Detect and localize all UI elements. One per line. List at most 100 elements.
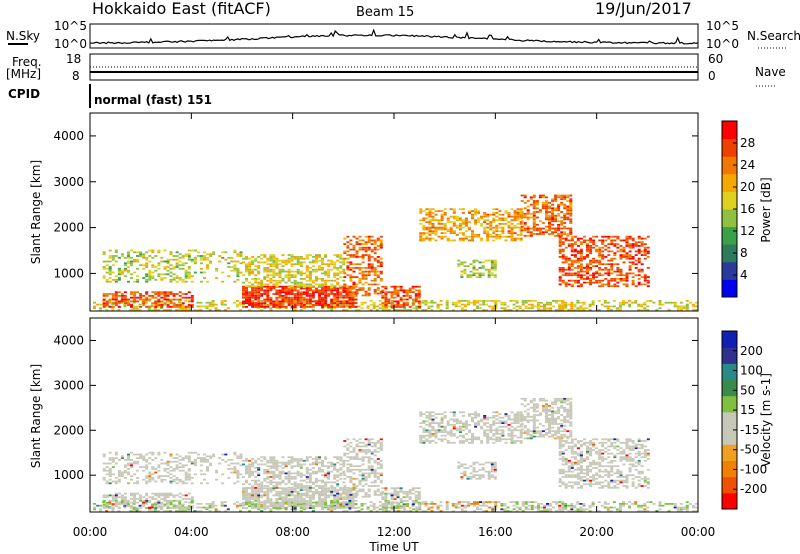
velocity-cell [111,457,115,459]
power-cell [379,243,383,245]
velocity-cell [296,505,300,508]
power-cell [532,229,536,232]
power-cell [592,259,596,262]
power-cell [348,302,352,305]
power-cell [142,298,146,301]
power-cell [492,232,496,234]
velocity-cell [342,496,346,499]
velocity-cell [305,499,309,502]
velocity-cell [236,457,240,459]
power-cell [471,215,474,218]
power-cell [419,235,423,238]
power-cell [628,246,632,249]
velocity-cell [379,447,383,450]
power-cell [348,304,352,306]
velocity-cell [160,475,164,477]
power-cell [266,279,270,282]
power-cell [275,300,279,303]
velocity-cell [333,463,337,466]
velocity-cell [349,465,353,468]
power-cell [166,300,169,302]
power-cell [533,305,537,308]
velocity-cell [163,468,167,470]
velocity-cell [527,508,531,511]
velocity-cell [299,499,303,502]
power-cell [428,212,432,214]
power-cell [434,239,438,242]
velocity-cell [257,494,261,497]
power-cell [172,306,176,308]
velocity-cell [299,483,303,486]
power-cell [601,268,605,271]
velocity-cell [248,498,252,500]
power-cell [532,225,536,228]
power-cell [436,305,440,308]
power-cell [367,294,371,297]
power-cell [622,278,626,280]
power-cell [529,196,533,199]
power-cell [358,235,362,238]
velocity-cell [203,453,206,456]
power-cell [127,266,130,268]
velocity-cell [181,498,185,500]
power-cell [242,257,245,260]
power-cell [355,263,359,266]
velocity-cell [257,490,261,493]
power-cell [558,305,562,308]
power-cell [569,227,573,230]
velocity-cell [230,468,234,470]
velocity-cell [579,506,583,509]
power-cell [339,295,343,297]
velocity-cell [333,501,337,503]
power-cell [308,298,312,301]
velocity-cell [133,492,137,495]
power-cell [181,296,185,299]
power-cell [440,237,444,240]
power-cell [348,307,352,310]
power-cell [554,218,558,221]
velocity-cell [178,478,182,481]
velocity-cell [667,510,671,512]
power-cell [529,198,533,201]
velocity-cell [272,467,276,469]
velocity-cell [373,485,377,487]
power-cell [367,265,371,267]
power-cell [607,274,611,277]
power-cell [390,304,394,306]
power-cell [230,256,234,259]
power-cell [142,253,146,256]
power-cell [114,278,118,281]
power-cell [336,302,340,305]
power-cell [598,239,602,242]
power-cell [251,283,255,286]
power-cell [275,272,279,275]
power-cell [342,295,346,297]
power-cell [560,233,564,235]
velocity-cell [327,490,331,493]
power-cell [560,211,564,213]
power-cell [178,307,182,310]
power-cell [406,309,410,311]
power-cell [405,304,409,306]
power-cell [245,256,248,258]
power-cell [230,260,234,263]
velocity-cell [342,503,346,506]
velocity-cell [676,508,680,511]
power-cell [345,296,349,299]
velocity-cell [567,510,571,512]
power-cell [151,302,155,305]
power-cell [414,298,418,301]
velocity-cell [175,478,179,481]
velocity-cell [327,472,331,475]
station-title: Hokkaido East (fitACF) [92,0,271,18]
power-cell [483,213,487,216]
power-cell [419,232,423,234]
velocity-cell [373,470,377,473]
power-cell [516,223,520,225]
velocity-cell [299,492,303,495]
power-cell [160,273,164,276]
power-cell [287,298,291,301]
power-cell [551,227,555,230]
velocity-cell [148,496,152,499]
power-cell [640,270,644,273]
